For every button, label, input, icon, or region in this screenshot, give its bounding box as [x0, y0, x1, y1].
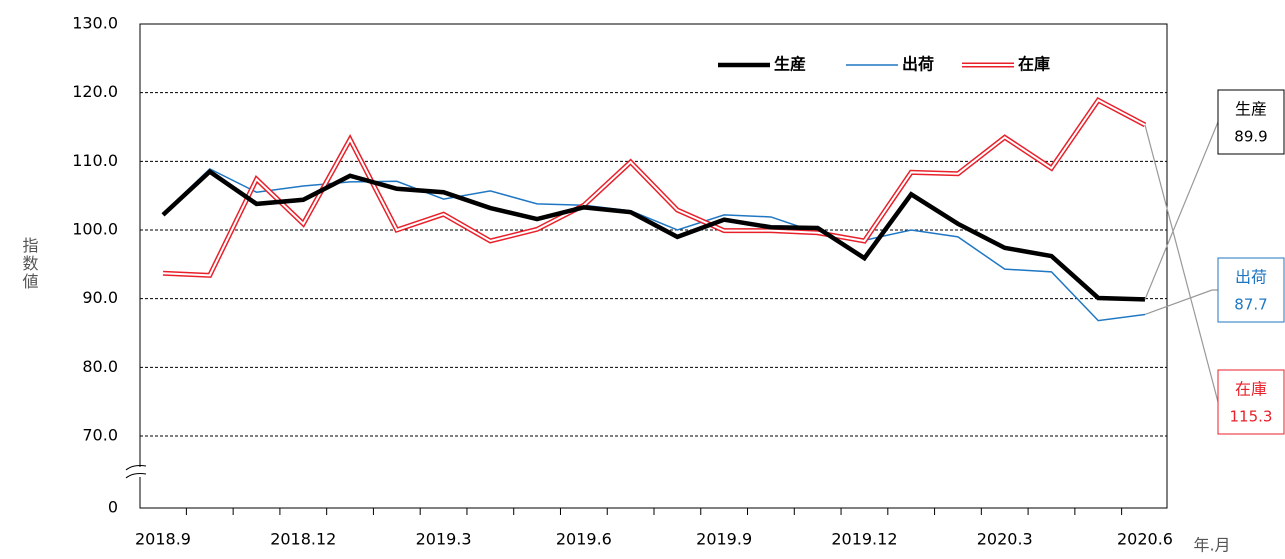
x-tick-label: 2020.3 — [977, 530, 1033, 549]
legend-label: 在庫 — [1018, 55, 1050, 74]
x-tick-label: 2019.6 — [556, 530, 612, 549]
x-tick-label: 2018.9 — [135, 530, 191, 549]
y-tick-label: 70.0 — [82, 426, 118, 445]
series-line-inner — [162, 98, 1146, 277]
leader-line — [1144, 124, 1219, 403]
x-tick-label: 2019.3 — [416, 530, 472, 549]
callout-box — [1217, 89, 1285, 155]
y-tick-label: 100.0 — [72, 220, 118, 239]
x-axis-label: 年.月 — [1193, 536, 1230, 555]
y-tick-label: 110.0 — [72, 151, 118, 170]
x-tick-label: 2020.6 — [1117, 530, 1173, 549]
callout-box — [1217, 369, 1285, 435]
y-tick-label: 130.0 — [72, 14, 118, 33]
y-tick-label: 0 — [108, 498, 118, 517]
y-tick-label: 90.0 — [82, 288, 118, 307]
y-tick-label: 80.0 — [82, 357, 118, 376]
x-tick-label: 2018.12 — [270, 530, 336, 549]
axis-break — [125, 465, 147, 479]
y-axis-label: 指数値 — [20, 237, 39, 291]
legend-label: 生産 — [774, 55, 806, 74]
callout-value: 115.3 — [1230, 408, 1273, 426]
x-tick-label: 2019.12 — [831, 530, 897, 549]
plot-frame — [139, 23, 1168, 509]
legend-label: 出荷 — [902, 55, 934, 74]
axis-break-gap — [137, 467, 143, 477]
leader-line — [1144, 121, 1219, 300]
series-line — [161, 168, 1146, 302]
x-tick-label: 2019.9 — [696, 530, 752, 549]
callout-name: 生産 — [1235, 100, 1267, 119]
callout-name: 出荷 — [1235, 268, 1267, 287]
y-tick-label: 120.0 — [72, 82, 118, 101]
callout-value: 89.9 — [1234, 128, 1267, 146]
callout-name: 在庫 — [1235, 380, 1267, 399]
series-line — [162, 96, 1147, 278]
leader-line — [1144, 289, 1218, 316]
callout-value: 87.7 — [1234, 296, 1267, 314]
callout-box — [1217, 257, 1285, 323]
